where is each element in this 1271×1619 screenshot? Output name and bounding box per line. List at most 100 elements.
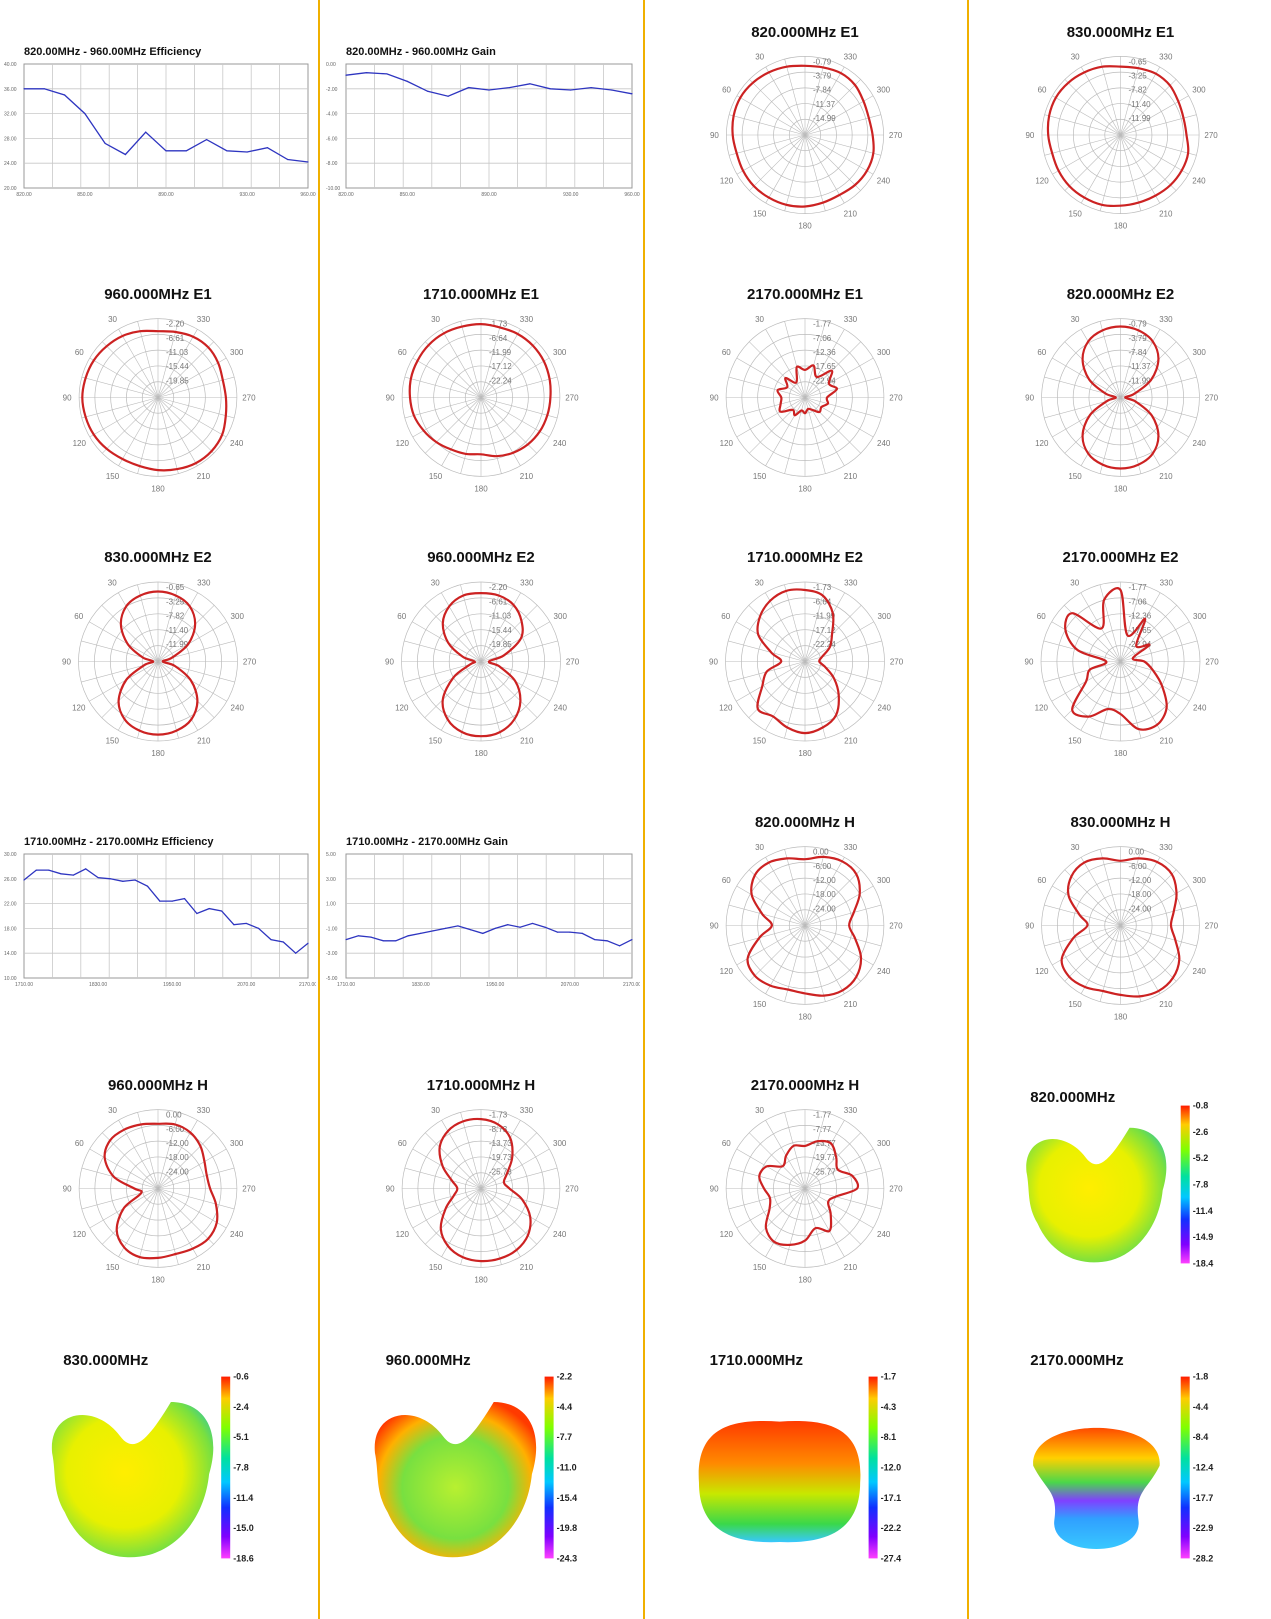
angle-label: 330 — [844, 315, 858, 324]
polar-point — [841, 860, 843, 862]
polar-spoke — [480, 640, 558, 662]
ring-label: -18.00 — [166, 1153, 189, 1162]
polar-spoke — [412, 661, 482, 702]
y-tick-label: -3.00 — [326, 951, 338, 957]
polar-point — [1089, 414, 1091, 416]
polar-point — [1082, 359, 1084, 361]
data-point — [549, 88, 551, 90]
polar-point — [1105, 661, 1107, 662]
data-point — [395, 940, 397, 942]
ring-label: -19.77 — [813, 1153, 836, 1162]
angle-label: 240 — [1193, 439, 1207, 448]
polar-point — [513, 604, 515, 606]
polar-spoke — [765, 1188, 806, 1257]
polar-chart: -0.65 -3.25 -7.82 -11.40 -11.99 330 300 270 240 2… — [62, 578, 257, 758]
data-point — [226, 150, 228, 152]
polar-spoke — [804, 357, 874, 398]
polar-point — [442, 622, 444, 624]
angle-label: 240 — [877, 967, 891, 976]
polar-point — [854, 184, 856, 186]
polar-spoke — [157, 605, 215, 662]
chart-cell: 2170.000MHz E2 -1.77 -7.06 -12.36 -17.65 -22.… — [970, 525, 1271, 790]
polar-point — [139, 330, 141, 332]
colorbar-label: -1.8 — [1193, 1372, 1209, 1382]
data-point — [307, 161, 309, 163]
polar-spoke — [480, 1120, 521, 1189]
polar-point — [517, 333, 519, 335]
angle-label: 150 — [429, 1263, 443, 1272]
polar-spoke — [729, 134, 806, 156]
polar-point — [423, 430, 425, 432]
angle-label: 180 — [151, 749, 165, 758]
polar-point — [152, 661, 154, 662]
angle-label: 330 — [197, 578, 211, 587]
x-tick-label: 1830.00 — [412, 982, 430, 988]
polar-point — [474, 661, 476, 662]
polar-spoke — [89, 661, 159, 702]
series-line — [23, 868, 309, 955]
polar-spoke — [101, 661, 159, 718]
polar-point — [499, 731, 501, 733]
polar-point — [1055, 97, 1057, 99]
polar-point — [768, 1208, 770, 1210]
data-point — [382, 940, 384, 942]
angle-label: 270 — [1204, 131, 1218, 140]
angle-label: 270 — [565, 1185, 579, 1194]
polar-spoke — [480, 329, 521, 398]
polar-point — [512, 452, 514, 454]
polar-point — [770, 651, 772, 653]
polar-spoke — [81, 397, 159, 419]
polar-point — [773, 1241, 775, 1243]
data-point — [519, 926, 521, 928]
data-point — [594, 938, 596, 941]
polar-point — [769, 985, 771, 987]
polar-chart-title: 2170.000MHz E1 — [747, 286, 863, 303]
polar-point — [1047, 134, 1049, 136]
polar-spoke — [804, 321, 826, 398]
angle-label: 300 — [877, 86, 891, 95]
polar-point — [742, 170, 744, 172]
ring-label: -7.06 — [1129, 597, 1148, 606]
angle-label: 90 — [710, 922, 719, 931]
polar-spoke — [728, 904, 806, 926]
polar-spoke — [1043, 640, 1121, 662]
polar-spoke — [749, 134, 806, 191]
polar-spoke — [804, 661, 882, 683]
data-point — [570, 89, 572, 91]
column-separator — [967, 0, 969, 1619]
polar-point — [1068, 185, 1070, 187]
polar-point — [796, 366, 798, 368]
polar-point — [819, 411, 821, 413]
polar-point — [733, 115, 735, 117]
polar-spoke — [804, 397, 845, 466]
polar-spoke — [1044, 925, 1121, 947]
polar-point — [822, 594, 824, 596]
polar-point — [93, 434, 95, 436]
polar-spoke — [480, 661, 538, 718]
angle-label: 270 — [889, 1185, 903, 1194]
polar-spoke — [736, 1148, 806, 1189]
colorbar-label: -4.4 — [557, 1402, 573, 1412]
angle-label: 120 — [396, 439, 410, 448]
polar-point — [192, 1248, 194, 1250]
ring-label: -3.79 — [813, 72, 832, 81]
polar-point — [813, 364, 815, 366]
polar-spoke — [804, 661, 826, 739]
polar-point — [521, 1199, 523, 1201]
polar-point — [1106, 400, 1108, 402]
polar-point — [196, 700, 198, 702]
polar-spoke — [804, 59, 826, 136]
polar-point — [1138, 202, 1140, 204]
data-point — [295, 952, 297, 954]
polar-spoke — [764, 592, 806, 662]
colorbar-label: -0.8 — [1193, 1101, 1209, 1111]
ring-label: -11.40 — [1129, 100, 1152, 109]
polar-point — [1154, 195, 1156, 197]
polar-point — [1120, 66, 1121, 68]
polar-spoke — [804, 329, 845, 398]
angle-label: 270 — [566, 658, 580, 667]
polar-point — [761, 913, 763, 915]
polar-spoke — [1120, 134, 1161, 204]
polar-spoke — [460, 321, 482, 398]
